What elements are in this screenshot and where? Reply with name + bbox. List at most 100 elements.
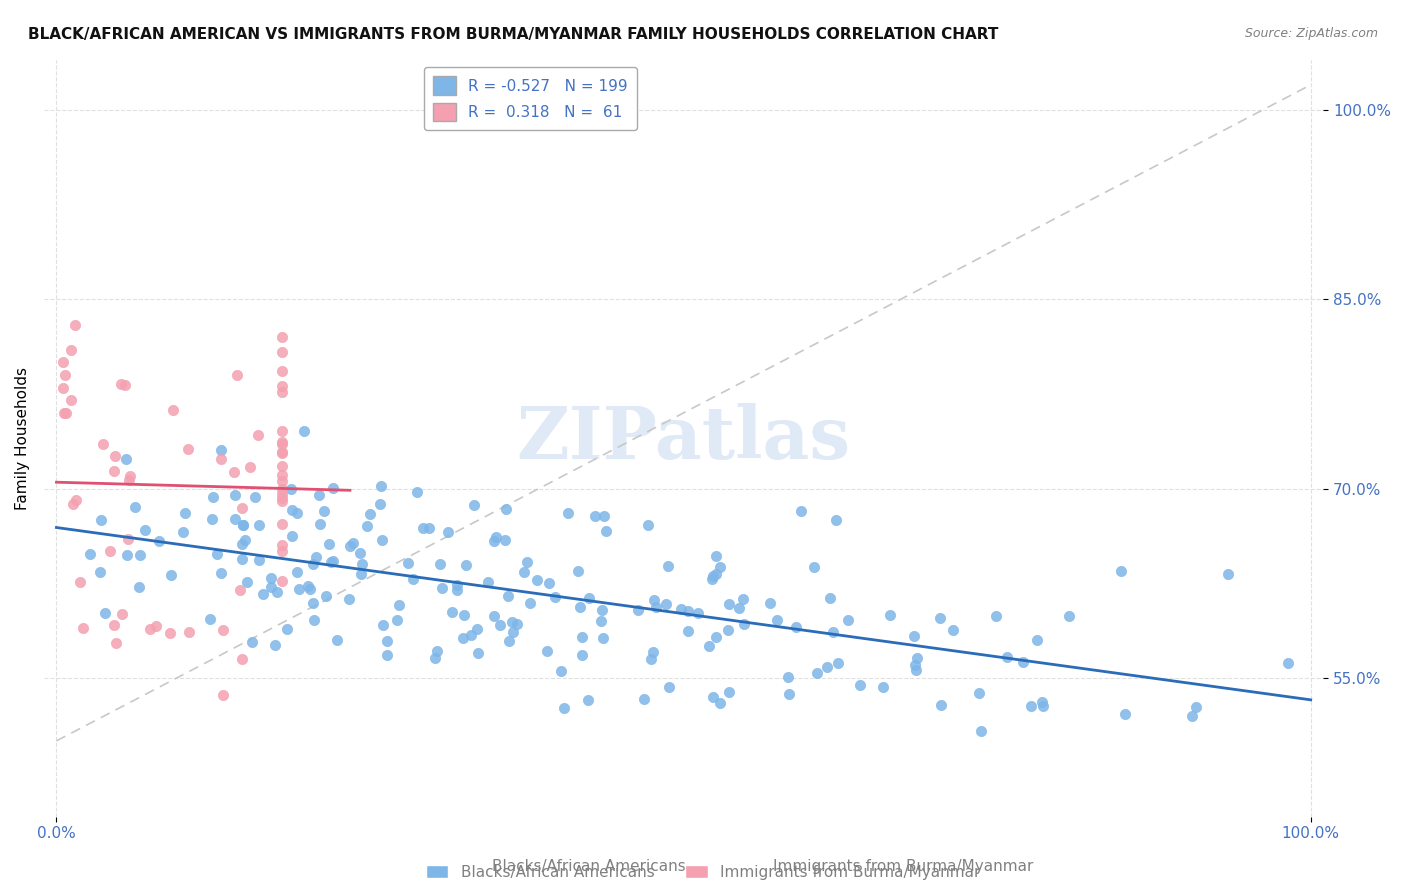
Point	[118, 469, 141, 483]
Point	[298, 582, 321, 596]
Point	[337, 591, 360, 606]
Point	[1216, 566, 1239, 581]
Point	[314, 504, 336, 518]
Point	[111, 607, 134, 621]
Point	[62, 496, 84, 510]
Point	[1181, 709, 1204, 723]
Point	[212, 688, 235, 702]
Point	[446, 578, 468, 592]
Point	[1185, 700, 1208, 714]
Point	[370, 479, 392, 493]
Point	[172, 524, 194, 539]
Point	[297, 579, 319, 593]
Point	[209, 451, 232, 466]
Point	[676, 624, 699, 639]
Point	[815, 660, 838, 674]
Point	[717, 597, 740, 611]
Point	[281, 529, 304, 543]
Point	[246, 428, 269, 442]
Point	[697, 639, 720, 653]
Point	[412, 521, 434, 535]
Point	[849, 677, 872, 691]
Point	[271, 538, 294, 552]
Point	[567, 564, 589, 578]
Point	[824, 513, 846, 527]
Point	[271, 364, 294, 378]
Point	[308, 516, 330, 531]
Point	[356, 519, 378, 533]
Point	[396, 556, 419, 570]
Point	[627, 603, 650, 617]
Point	[482, 608, 505, 623]
Point	[970, 723, 993, 738]
Point	[173, 506, 195, 520]
Point	[271, 459, 294, 474]
Point	[271, 517, 294, 532]
Point	[302, 557, 325, 571]
Point	[803, 560, 825, 574]
Point	[321, 481, 343, 495]
Point	[79, 547, 101, 561]
Point	[342, 536, 364, 550]
Point	[637, 518, 659, 533]
Point	[578, 591, 600, 605]
Point	[308, 488, 330, 502]
Point	[526, 573, 548, 587]
Point	[371, 533, 394, 547]
Point	[837, 613, 859, 627]
Point	[326, 632, 349, 647]
Point	[301, 596, 323, 610]
Point	[302, 613, 325, 627]
Point	[557, 506, 579, 520]
Point	[375, 648, 398, 662]
Point	[494, 533, 516, 548]
Point	[436, 525, 458, 540]
Point	[823, 625, 845, 640]
Point	[429, 557, 451, 571]
Point	[463, 499, 485, 513]
Point	[60, 343, 83, 357]
Point	[212, 624, 235, 638]
Point	[350, 567, 373, 582]
Point	[482, 534, 505, 549]
Point	[271, 482, 294, 496]
Point	[72, 621, 94, 635]
Point	[505, 617, 527, 632]
Point	[231, 552, 253, 566]
Point	[52, 355, 75, 369]
Point	[942, 623, 965, 637]
Point	[271, 444, 294, 458]
Point	[322, 554, 344, 568]
Point	[790, 504, 813, 518]
Point	[640, 652, 662, 666]
Point	[776, 670, 799, 684]
Point	[247, 518, 270, 533]
Point	[633, 691, 655, 706]
Point	[349, 546, 371, 560]
Point	[385, 613, 408, 627]
Point	[451, 632, 474, 646]
Point	[55, 406, 77, 420]
Point	[209, 442, 232, 457]
Point	[224, 466, 246, 480]
Point	[321, 555, 343, 569]
Point	[271, 330, 294, 344]
Point	[879, 607, 901, 622]
Point	[733, 617, 755, 632]
Point	[785, 620, 807, 634]
Point	[276, 622, 298, 636]
Point	[104, 635, 127, 649]
Point	[704, 549, 727, 564]
Point	[426, 644, 449, 658]
Point	[806, 665, 828, 680]
Point	[288, 582, 311, 596]
Point	[569, 600, 592, 615]
Point	[986, 608, 1008, 623]
Point	[271, 379, 294, 393]
Point	[59, 393, 82, 408]
Point	[52, 381, 75, 395]
Point	[110, 376, 132, 391]
Point	[232, 518, 254, 533]
Point	[593, 508, 616, 523]
Point	[271, 487, 294, 501]
